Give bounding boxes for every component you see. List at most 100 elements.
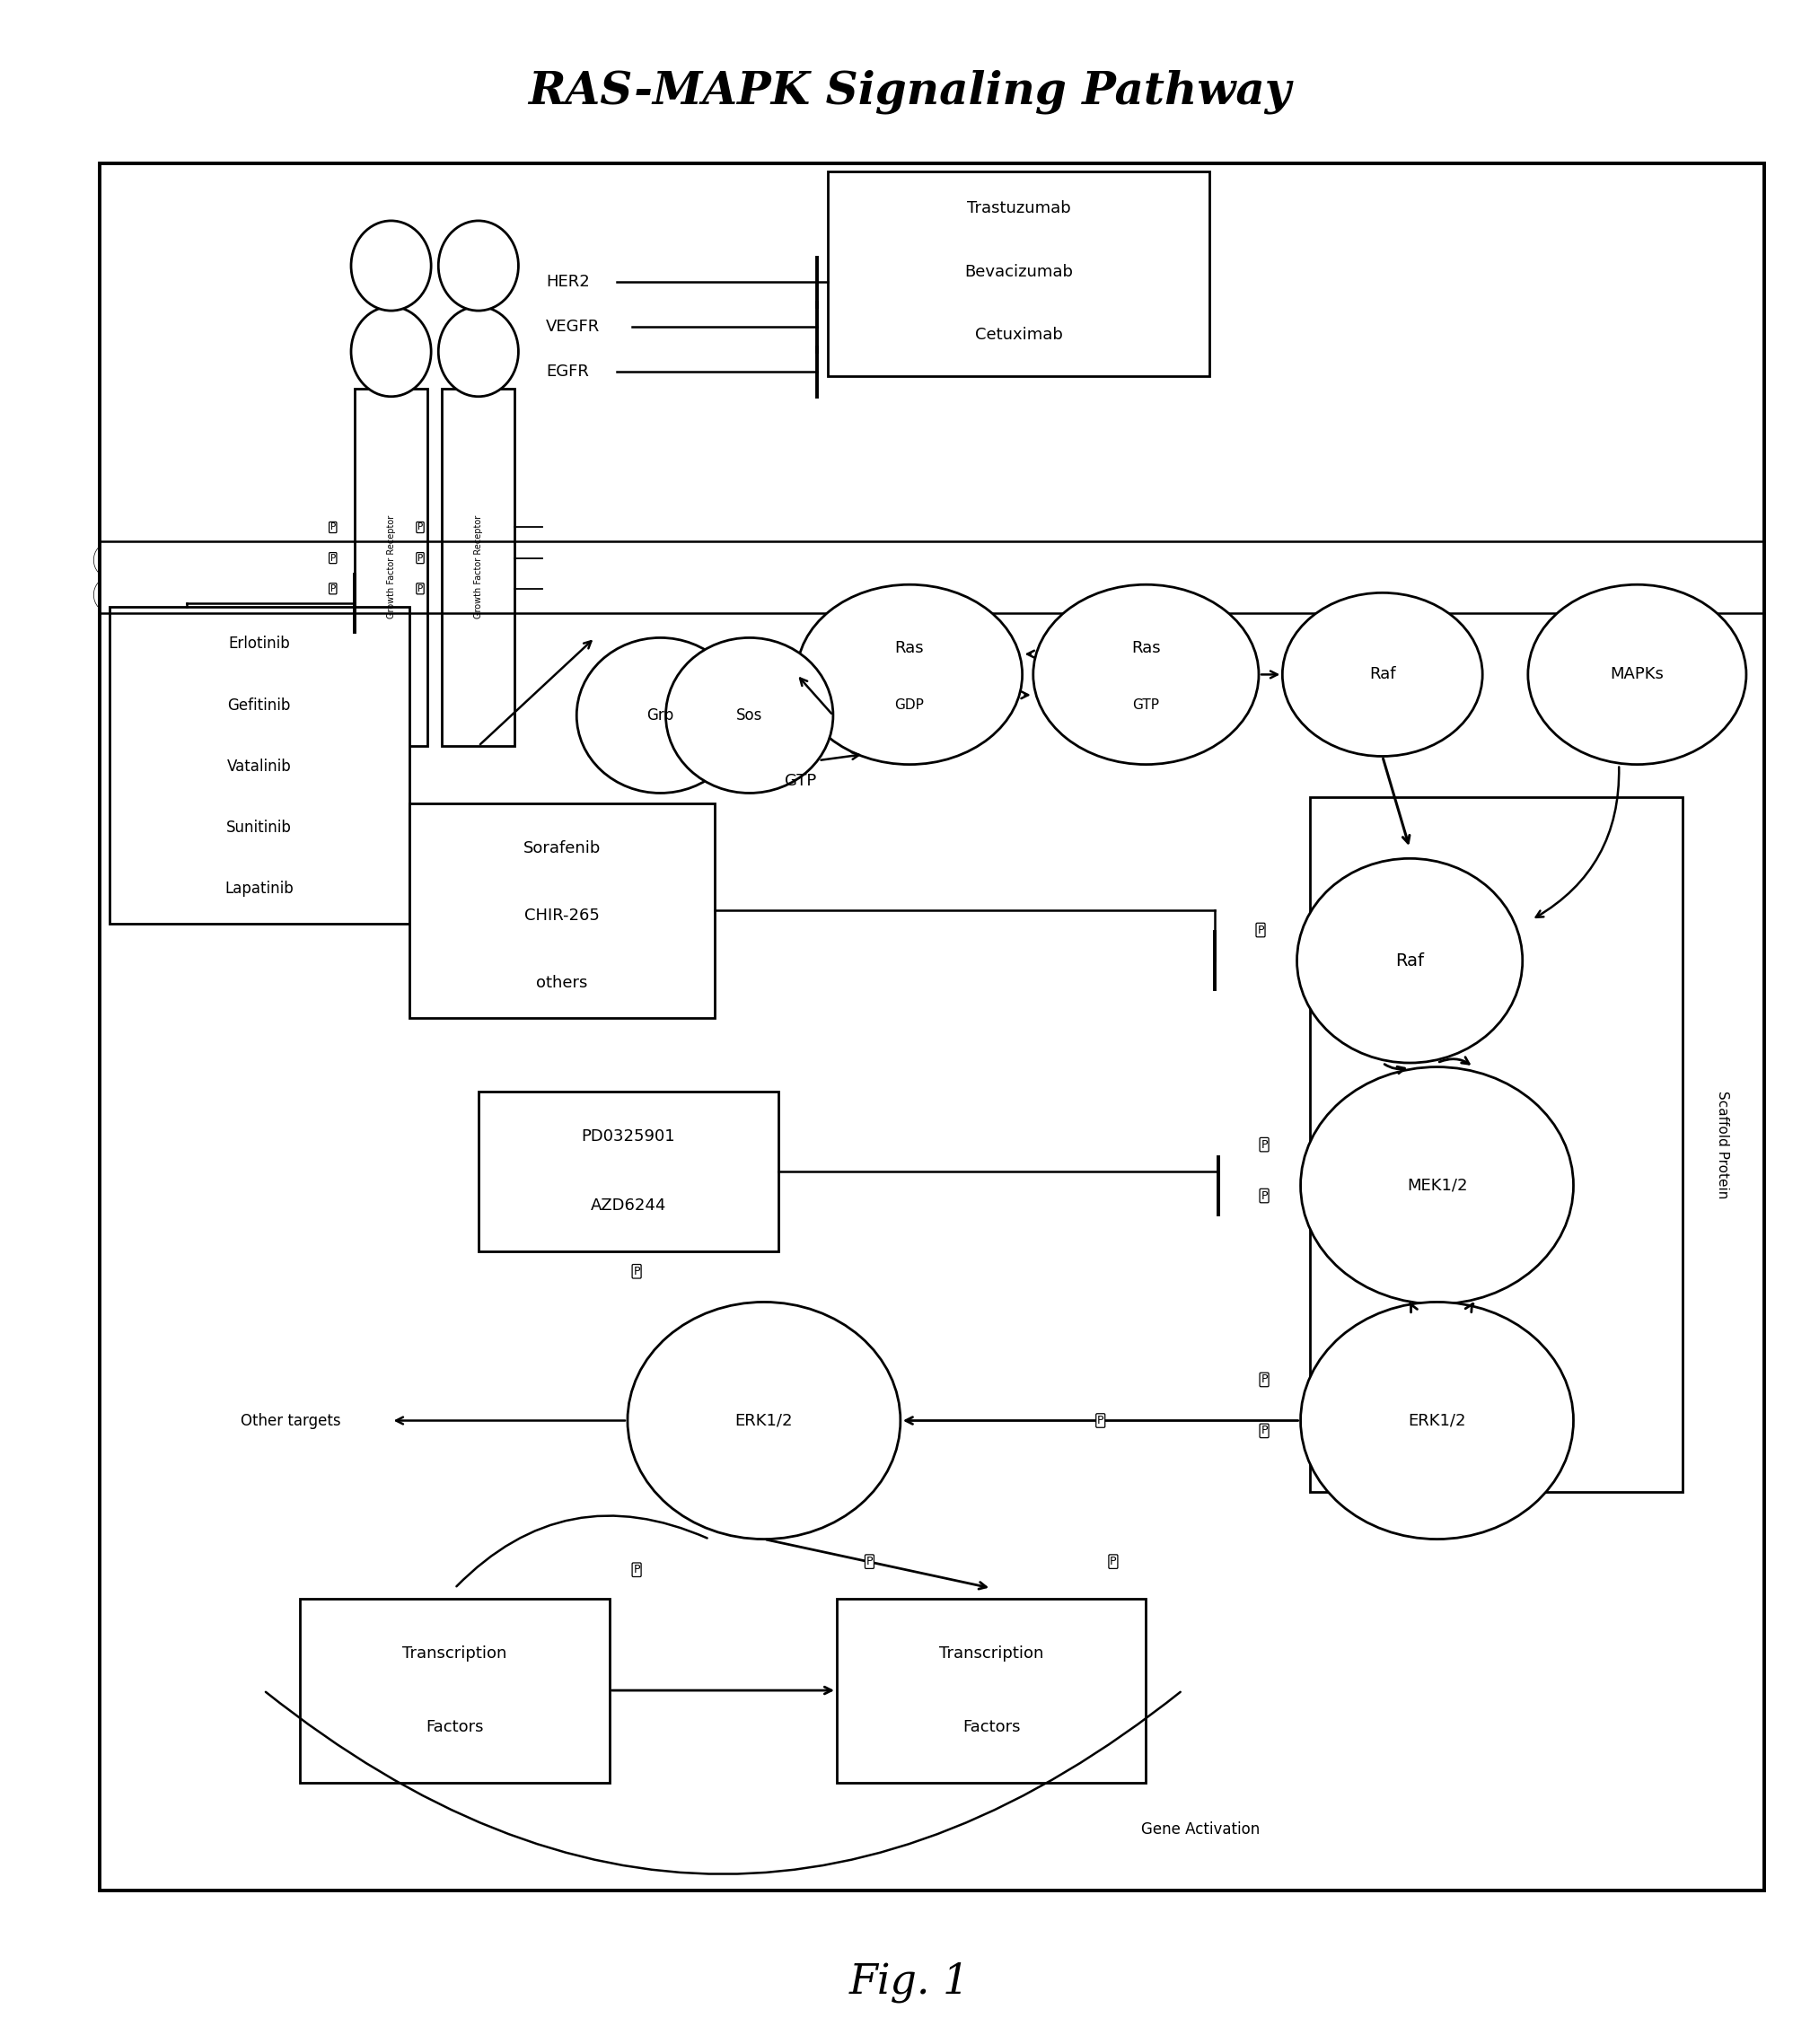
Circle shape bbox=[1235, 544, 1266, 578]
Circle shape bbox=[1408, 576, 1439, 611]
Circle shape bbox=[889, 544, 920, 578]
Circle shape bbox=[717, 576, 748, 611]
Circle shape bbox=[611, 576, 644, 611]
Text: Ras: Ras bbox=[895, 640, 924, 656]
Circle shape bbox=[993, 544, 1024, 578]
Ellipse shape bbox=[1297, 858, 1523, 1063]
Circle shape bbox=[1062, 544, 1093, 578]
Text: P: P bbox=[1257, 924, 1264, 936]
Circle shape bbox=[1717, 576, 1750, 611]
Text: P: P bbox=[633, 1265, 640, 1278]
Circle shape bbox=[611, 544, 644, 578]
Circle shape bbox=[924, 544, 955, 578]
Circle shape bbox=[786, 576, 817, 611]
Circle shape bbox=[302, 576, 333, 611]
Circle shape bbox=[95, 576, 124, 611]
Text: P: P bbox=[329, 523, 337, 531]
Circle shape bbox=[1615, 576, 1646, 611]
Bar bbox=[837, 1598, 1146, 1782]
Circle shape bbox=[648, 544, 678, 578]
Bar bbox=[828, 172, 1210, 376]
Bar bbox=[300, 1598, 609, 1782]
Circle shape bbox=[544, 544, 575, 578]
Circle shape bbox=[1131, 576, 1162, 611]
Text: P: P bbox=[1261, 1374, 1268, 1386]
Text: GDP: GDP bbox=[895, 699, 924, 711]
Text: Factors: Factors bbox=[962, 1719, 1020, 1735]
Circle shape bbox=[1166, 576, 1197, 611]
Text: Sunitinib: Sunitinib bbox=[227, 820, 291, 836]
Text: VEGFR: VEGFR bbox=[546, 319, 600, 335]
Circle shape bbox=[751, 544, 782, 578]
Text: Ras: Ras bbox=[1131, 640, 1161, 656]
Circle shape bbox=[544, 576, 575, 611]
Text: MAPKs: MAPKs bbox=[1610, 666, 1664, 683]
Text: Sos: Sos bbox=[737, 707, 762, 724]
Text: Sorafenib: Sorafenib bbox=[524, 840, 600, 856]
Circle shape bbox=[164, 544, 195, 578]
Text: PD0325901: PD0325901 bbox=[582, 1128, 675, 1145]
Circle shape bbox=[95, 544, 124, 578]
Text: Fig. 1: Fig. 1 bbox=[849, 1962, 970, 2003]
Circle shape bbox=[351, 221, 431, 311]
Circle shape bbox=[889, 576, 920, 611]
Text: P: P bbox=[329, 554, 337, 562]
FancyArrowPatch shape bbox=[457, 1517, 708, 1586]
Text: P: P bbox=[1261, 1190, 1268, 1202]
Text: ERK1/2: ERK1/2 bbox=[1408, 1412, 1466, 1429]
Circle shape bbox=[924, 576, 955, 611]
Text: P: P bbox=[417, 585, 424, 593]
Text: Raf: Raf bbox=[1395, 953, 1424, 969]
Circle shape bbox=[1095, 576, 1128, 611]
Circle shape bbox=[1512, 576, 1543, 611]
Circle shape bbox=[1062, 576, 1093, 611]
Circle shape bbox=[1477, 576, 1508, 611]
Circle shape bbox=[1131, 544, 1162, 578]
Circle shape bbox=[751, 576, 782, 611]
Text: Raf: Raf bbox=[1370, 666, 1395, 683]
Text: GTP: GTP bbox=[1133, 699, 1159, 711]
Circle shape bbox=[1095, 544, 1128, 578]
Circle shape bbox=[993, 576, 1024, 611]
Text: P: P bbox=[1110, 1555, 1117, 1568]
Text: Other targets: Other targets bbox=[240, 1412, 342, 1429]
Circle shape bbox=[820, 544, 851, 578]
Circle shape bbox=[855, 576, 886, 611]
Text: Factors: Factors bbox=[426, 1719, 484, 1735]
Circle shape bbox=[1581, 576, 1612, 611]
Circle shape bbox=[1615, 544, 1646, 578]
Circle shape bbox=[1304, 544, 1335, 578]
Circle shape bbox=[1650, 576, 1681, 611]
Text: Cetuximab: Cetuximab bbox=[975, 327, 1062, 343]
Text: Transcription: Transcription bbox=[402, 1645, 508, 1662]
Circle shape bbox=[267, 544, 298, 578]
Text: GTP: GTP bbox=[784, 773, 817, 789]
Text: P: P bbox=[633, 1564, 640, 1576]
Circle shape bbox=[196, 544, 229, 578]
Circle shape bbox=[1373, 576, 1404, 611]
Circle shape bbox=[1339, 544, 1370, 578]
Text: Erlotinib: Erlotinib bbox=[229, 636, 289, 652]
Text: Growth Factor Receptor: Growth Factor Receptor bbox=[387, 515, 395, 619]
Circle shape bbox=[1477, 544, 1508, 578]
Circle shape bbox=[1339, 576, 1370, 611]
Circle shape bbox=[1512, 544, 1543, 578]
Text: Transcription: Transcription bbox=[939, 1645, 1044, 1662]
Circle shape bbox=[1373, 544, 1404, 578]
Circle shape bbox=[127, 544, 160, 578]
Circle shape bbox=[438, 307, 518, 397]
Circle shape bbox=[267, 576, 298, 611]
Circle shape bbox=[196, 576, 229, 611]
Circle shape bbox=[855, 544, 886, 578]
Ellipse shape bbox=[1301, 1302, 1573, 1539]
Circle shape bbox=[717, 544, 748, 578]
Text: MEK1/2: MEK1/2 bbox=[1406, 1177, 1468, 1194]
Bar bbox=[442, 388, 515, 746]
Bar bbox=[409, 803, 715, 1018]
Text: Trastuzumab: Trastuzumab bbox=[966, 200, 1071, 217]
Bar bbox=[109, 607, 409, 924]
Text: CHIR-265: CHIR-265 bbox=[524, 908, 600, 924]
Ellipse shape bbox=[577, 638, 744, 793]
Circle shape bbox=[1717, 544, 1750, 578]
Circle shape bbox=[1270, 544, 1301, 578]
